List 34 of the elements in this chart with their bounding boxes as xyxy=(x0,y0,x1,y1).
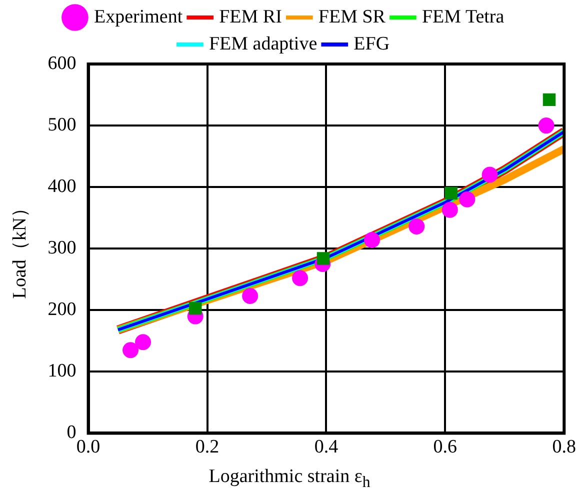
y-axis-title: Load（kN） xyxy=(9,198,30,299)
y-tick-label: 200 xyxy=(48,299,76,320)
y-tick-label: 100 xyxy=(48,360,76,382)
point xyxy=(135,334,152,350)
point xyxy=(316,252,330,265)
y-tick-label: 600 xyxy=(48,52,76,74)
point xyxy=(364,232,380,248)
y-tick-label: 0 xyxy=(66,422,76,444)
legend-label: FEM adaptive xyxy=(208,33,318,54)
point xyxy=(408,218,425,234)
legend-label: FEM Tetra xyxy=(422,6,505,28)
legend-label: FEM SR xyxy=(318,6,386,28)
x-tick-label: 0.8 xyxy=(552,436,576,458)
y-tick-label: 300 xyxy=(48,238,76,259)
point xyxy=(442,202,458,218)
legend-label: FEM RI xyxy=(219,6,282,28)
x-tick-label: 0.2 xyxy=(195,436,220,458)
legend-label: Experiment xyxy=(94,6,184,28)
x-tick-label: 0.4 xyxy=(314,436,339,458)
point xyxy=(188,302,202,315)
point xyxy=(538,118,554,134)
point xyxy=(242,288,258,304)
y-tick-label: 500 xyxy=(48,114,76,136)
point xyxy=(459,191,476,208)
legend-label: EFG xyxy=(354,33,390,54)
x-tick-label: 0.6 xyxy=(433,436,458,458)
point xyxy=(542,93,556,106)
point xyxy=(482,166,498,183)
point xyxy=(292,270,308,286)
x-axis-title: Logarithmic strain ε$_{h}$ xyxy=(208,466,372,492)
x-tick-label: 0.0 xyxy=(76,436,100,458)
y-tick-label: 400 xyxy=(48,176,76,198)
point xyxy=(444,186,458,200)
point xyxy=(122,342,139,358)
